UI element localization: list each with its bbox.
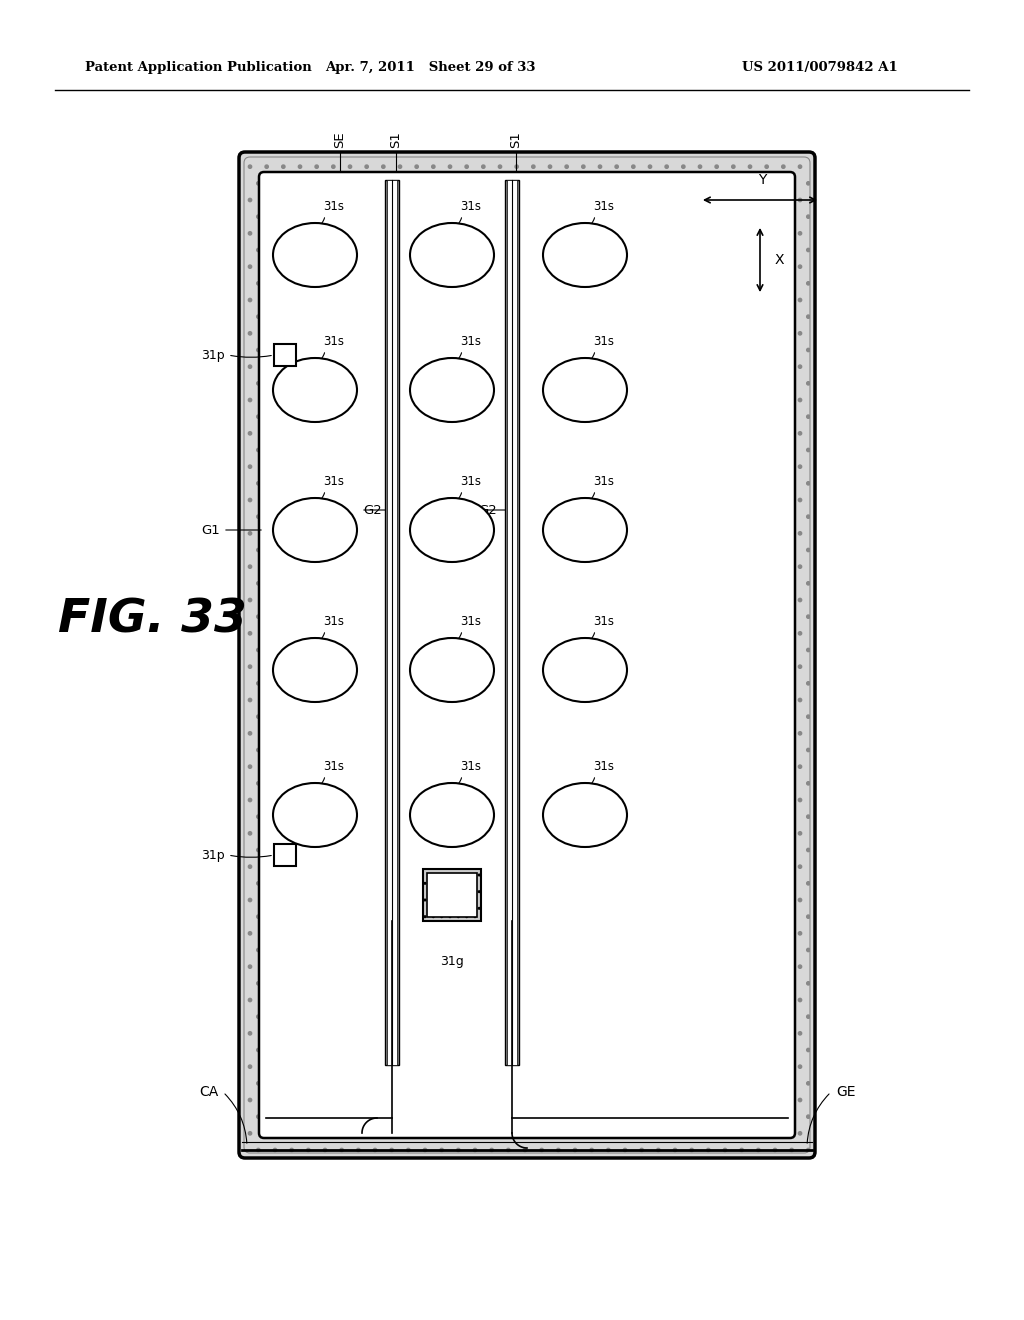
Ellipse shape — [273, 498, 357, 562]
FancyBboxPatch shape — [259, 172, 795, 1138]
Text: 31g: 31g — [440, 954, 464, 968]
Bar — [274, 843, 296, 866]
Text: 31s: 31s — [593, 475, 614, 488]
Text: S1: S1 — [389, 131, 402, 148]
Text: SE: SE — [334, 132, 346, 148]
Ellipse shape — [410, 783, 494, 847]
Bar — [387, 180, 397, 1065]
Ellipse shape — [543, 638, 627, 702]
Bar — [242, 154, 812, 1155]
Text: G2: G2 — [362, 503, 382, 516]
Text: 31s: 31s — [323, 201, 344, 213]
Bar — [385, 180, 399, 1065]
Bar — [507, 180, 517, 1065]
Text: 31s: 31s — [460, 201, 481, 213]
Text: Y: Y — [758, 173, 766, 187]
Text: 31s: 31s — [323, 760, 344, 774]
Text: 31s: 31s — [323, 335, 344, 348]
Ellipse shape — [273, 358, 357, 422]
Text: G1: G1 — [202, 524, 220, 536]
Ellipse shape — [410, 638, 494, 702]
Ellipse shape — [543, 498, 627, 562]
Ellipse shape — [410, 223, 494, 286]
Ellipse shape — [273, 223, 357, 286]
Text: 31s: 31s — [593, 760, 614, 774]
Ellipse shape — [273, 783, 357, 847]
Text: 31s: 31s — [460, 475, 481, 488]
Text: 31s: 31s — [593, 615, 614, 628]
Text: 31s: 31s — [460, 615, 481, 628]
FancyBboxPatch shape — [239, 152, 815, 1158]
Text: 31s: 31s — [593, 201, 614, 213]
Text: 31s: 31s — [323, 615, 344, 628]
Text: CA: CA — [199, 1085, 218, 1100]
Ellipse shape — [543, 358, 627, 422]
Text: 31s: 31s — [323, 475, 344, 488]
Text: X: X — [775, 253, 784, 267]
Text: FIG. 33: FIG. 33 — [57, 598, 247, 643]
Text: 31s: 31s — [460, 335, 481, 348]
Text: 31p: 31p — [202, 849, 225, 862]
Ellipse shape — [543, 783, 627, 847]
Text: Apr. 7, 2011   Sheet 29 of 33: Apr. 7, 2011 Sheet 29 of 33 — [325, 61, 536, 74]
Text: 31s: 31s — [460, 760, 481, 774]
Ellipse shape — [543, 223, 627, 286]
Text: GE: GE — [836, 1085, 855, 1100]
Text: G2: G2 — [478, 503, 497, 516]
Text: S1: S1 — [510, 131, 522, 148]
Bar — [427, 873, 477, 917]
Bar — [274, 345, 296, 366]
Bar — [423, 869, 481, 921]
Text: Patent Application Publication: Patent Application Publication — [85, 61, 311, 74]
Ellipse shape — [273, 638, 357, 702]
Text: US 2011/0079842 A1: US 2011/0079842 A1 — [742, 61, 898, 74]
Bar — [505, 180, 519, 1065]
Text: 31p: 31p — [202, 348, 225, 362]
Text: 31s: 31s — [593, 335, 614, 348]
Ellipse shape — [410, 358, 494, 422]
Ellipse shape — [410, 498, 494, 562]
